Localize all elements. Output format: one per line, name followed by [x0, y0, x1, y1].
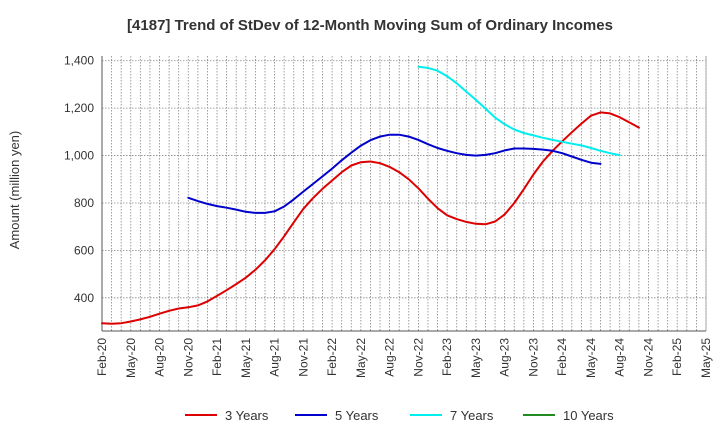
- x-tick-label: Feb-22: [325, 338, 339, 376]
- series-line-7-years: [417, 65, 621, 157]
- axes: 400 600 800 1,000 1,200 1,400 Feb-20 May-20 Aug-…: [64, 54, 713, 378]
- y-tick-label: 400: [74, 291, 94, 305]
- x-tick-label: Feb-24: [555, 338, 569, 376]
- y-tick-label: 800: [74, 196, 94, 210]
- x-tick-label: May-23: [469, 338, 483, 378]
- chart-title: [4187] Trend of StDev of 12-Month Moving…: [127, 17, 613, 34]
- legend-item: 3 Years: [185, 408, 269, 423]
- x-tick-label: Nov-22: [411, 338, 425, 377]
- x-tick-label: May-22: [354, 338, 368, 378]
- x-tick-label: May-21: [239, 338, 253, 378]
- x-tick-label: Feb-21: [210, 338, 224, 376]
- x-tick-label: Nov-23: [526, 338, 540, 377]
- series-line-3-years: [101, 111, 640, 325]
- plot-area: [102, 56, 706, 331]
- x-tick-label: Feb-20: [95, 338, 109, 376]
- x-tick-label: Nov-24: [641, 338, 655, 377]
- x-tick-label: Aug-22: [383, 338, 397, 377]
- y-tick-label: 600: [74, 243, 94, 257]
- legend: 3 Years 5 Years 7 Years 10 Years: [185, 408, 614, 423]
- y-tick-label: 1,400: [64, 54, 94, 68]
- legend-item: 7 Years: [410, 408, 494, 423]
- y-axis-label: Amount (million yen): [7, 131, 22, 250]
- y-tick-label: 1,000: [64, 149, 94, 163]
- x-tick-label: May-20: [124, 338, 138, 378]
- x-tick-label: Nov-20: [181, 338, 195, 377]
- legend-label: 7 Years: [450, 408, 494, 423]
- grid: [101, 56, 707, 331]
- series-lines: [101, 65, 640, 325]
- x-tick-label: May-24: [584, 338, 598, 378]
- y-tick-label: 1,200: [64, 101, 94, 115]
- x-tick-label: Aug-21: [268, 338, 282, 377]
- legend-item: 5 Years: [295, 408, 379, 423]
- legend-label: 10 Years: [563, 408, 614, 423]
- legend-label: 3 Years: [225, 408, 269, 423]
- x-tick-label: Feb-25: [670, 338, 684, 376]
- x-tick-label: Feb-23: [440, 338, 454, 376]
- x-tick-label: Nov-21: [296, 338, 310, 377]
- x-tick-label: Aug-20: [153, 338, 167, 377]
- series-line-5-years: [187, 133, 602, 214]
- legend-label: 5 Years: [335, 408, 379, 423]
- x-tick-label: Aug-23: [498, 338, 512, 377]
- legend-item: 10 Years: [523, 408, 614, 423]
- x-tick-label: Aug-24: [613, 338, 627, 377]
- x-tick-label: May-25: [699, 338, 713, 378]
